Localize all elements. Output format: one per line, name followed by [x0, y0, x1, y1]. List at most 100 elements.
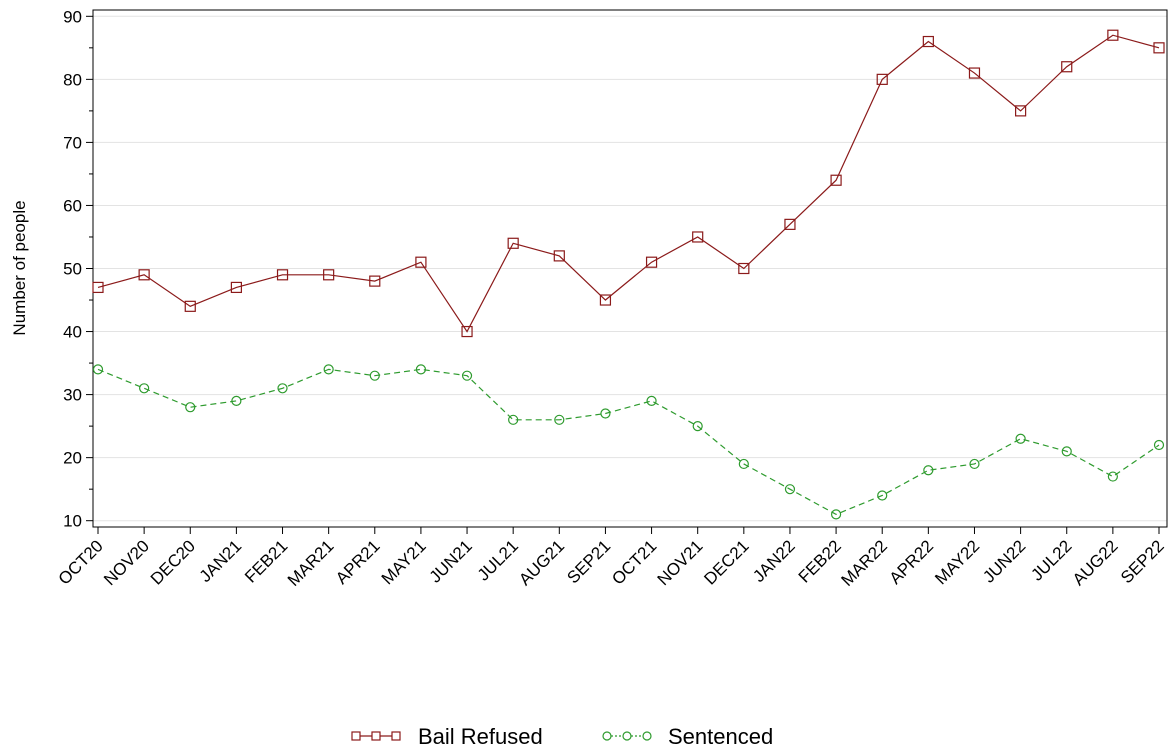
y-tick-label: 60 — [63, 196, 82, 215]
data-point — [922, 35, 934, 48]
data-point — [139, 383, 150, 394]
legend-label: Sentenced — [668, 724, 773, 749]
x-tick-label: DEC21 — [700, 536, 752, 588]
data-point — [138, 269, 150, 281]
data-point — [830, 509, 842, 520]
x-tick-label: MAY22 — [931, 536, 983, 588]
data-point — [1015, 105, 1027, 117]
data-point — [1107, 29, 1119, 41]
data-point — [276, 269, 289, 281]
data-point — [969, 458, 980, 470]
x-tick-label: JAN22 — [749, 536, 799, 586]
data-point — [784, 484, 796, 495]
legend-marker — [371, 731, 381, 741]
x-tick-label: MAR22 — [838, 536, 892, 590]
x-tick-label: OCT21 — [608, 536, 660, 588]
data-point — [1061, 61, 1073, 73]
data-point — [645, 256, 658, 268]
legend-entry: Sentenced — [602, 724, 773, 749]
data-point — [369, 275, 381, 287]
x-tick-label: JAN21 — [196, 536, 246, 586]
data-point — [508, 414, 519, 425]
legend-marker — [391, 731, 401, 741]
data-point — [599, 294, 612, 306]
y-tick-label: 30 — [63, 386, 82, 405]
y-tick-label: 70 — [63, 133, 82, 152]
y-tick-label: 10 — [63, 512, 82, 531]
x-tick-label: APR21 — [332, 536, 384, 588]
x-tick-label: APR22 — [886, 536, 938, 588]
data-point — [369, 370, 380, 381]
gridlines — [93, 15, 1167, 522]
data-point — [323, 364, 334, 375]
data-point — [461, 325, 473, 338]
data-point — [1061, 446, 1072, 457]
legend: Bail Refused Sentenced — [351, 724, 773, 749]
x-tick-label: AUG22 — [1069, 536, 1122, 589]
data-point — [1015, 433, 1026, 444]
series-0 — [92, 29, 1165, 338]
data-point — [830, 174, 842, 186]
data-point — [738, 458, 749, 470]
data-point — [231, 395, 242, 407]
x-tick-label: SEP21 — [563, 536, 614, 587]
data-point — [92, 281, 104, 294]
data-point — [923, 465, 934, 476]
x-axis: OCT20NOV20DEC20JAN21FEB21MAR21APR21MAY21… — [55, 527, 1168, 590]
y-axis: 10 20 30 40 50 60 70 80 90 — [63, 7, 93, 531]
data-point — [415, 364, 427, 375]
legend-label: Bail Refused — [418, 724, 543, 749]
x-tick-label: MAY21 — [378, 536, 430, 588]
x-tick-label: SEP22 — [1117, 536, 1168, 587]
y-tick-label: 50 — [63, 260, 82, 279]
x-tick-label: JUL21 — [474, 536, 522, 584]
legend-marker — [602, 731, 612, 741]
data-point — [507, 237, 519, 249]
y-tick-label: 20 — [63, 449, 82, 468]
x-tick-label: NOV21 — [654, 536, 707, 589]
series-line — [97, 34, 1160, 333]
series-line — [97, 368, 1160, 516]
x-tick-label: FEB22 — [795, 536, 845, 586]
legend-entry: Bail Refused — [351, 724, 543, 749]
data-point — [461, 370, 473, 381]
data-point — [277, 383, 288, 394]
y-axis-title: Number of people — [10, 200, 29, 335]
data-point — [876, 73, 888, 85]
x-tick-label: FEB21 — [241, 536, 291, 586]
series-1 — [92, 364, 1165, 520]
data-point — [1153, 42, 1165, 54]
data-point — [415, 256, 427, 268]
data-point — [692, 231, 704, 243]
data-point — [968, 67, 981, 79]
y-tick-label: 40 — [63, 323, 82, 342]
legend-marker — [351, 731, 361, 741]
data-point — [323, 269, 335, 281]
x-tick-label: MAR21 — [284, 536, 338, 590]
data-point — [692, 421, 703, 432]
data-point — [738, 262, 750, 275]
legend-marker — [622, 731, 632, 741]
data-point — [92, 364, 104, 375]
x-tick-label: OCT20 — [55, 536, 107, 588]
data-point — [877, 490, 888, 501]
series-group — [92, 29, 1165, 520]
y-tick-label: 90 — [63, 7, 82, 26]
data-point — [1107, 471, 1118, 482]
data-point — [600, 408, 611, 419]
x-tick-label: JUL22 — [1027, 536, 1075, 584]
y-tick-label: 80 — [63, 70, 82, 89]
data-point — [1153, 439, 1165, 451]
data-point — [230, 281, 242, 294]
data-point — [784, 218, 796, 230]
x-tick-label: DEC20 — [147, 536, 199, 588]
legend-marker — [642, 731, 652, 741]
data-point — [185, 402, 196, 413]
data-point — [646, 395, 657, 407]
data-point — [184, 300, 196, 312]
x-tick-label: JUN22 — [979, 536, 1029, 586]
data-point — [554, 414, 565, 425]
x-tick-label: NOV20 — [100, 536, 153, 589]
x-tick-label: AUG21 — [515, 536, 568, 589]
